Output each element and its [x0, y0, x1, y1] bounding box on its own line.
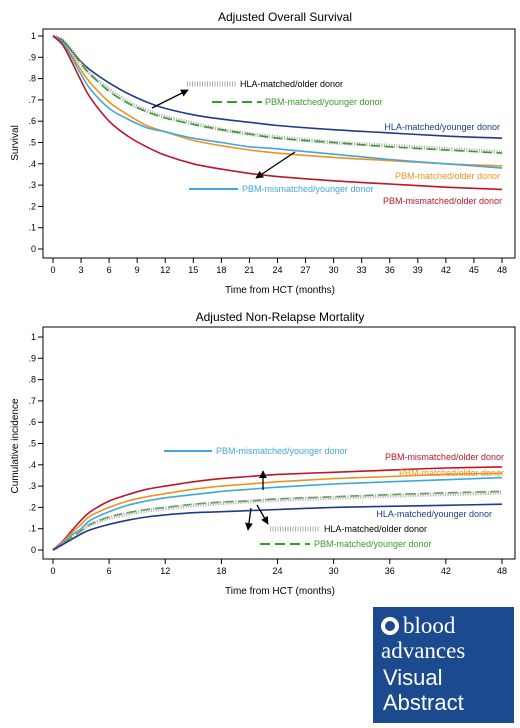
y-tick-label: 1 — [31, 31, 36, 41]
series-line-5 — [52, 503, 503, 551]
y-tick-label: .1 — [28, 524, 36, 534]
x-tick-label: 9 — [135, 265, 140, 275]
label2-hla-older: HLA-matched/older donor — [324, 524, 427, 534]
chart1-ylabel: Survival — [10, 125, 21, 161]
x-tick-label: 0 — [50, 566, 55, 576]
x-tick-label: 48 — [497, 566, 507, 576]
y-tick-label: .9 — [28, 52, 36, 62]
arrow-down — [255, 151, 296, 179]
y-tick-label: .5 — [28, 439, 36, 449]
series-line-5 — [52, 35, 503, 191]
label2-hla-younger: HLA-matched/younger donor — [376, 509, 492, 519]
y-tick-label: .8 — [28, 375, 36, 385]
y-tick-label: 1 — [31, 332, 36, 342]
y-tick-label: .7 — [28, 95, 36, 105]
chart1-title: Adjusted Overall Survival — [218, 10, 352, 24]
x-tick-label: 30 — [329, 566, 339, 576]
y-tick-label: 0 — [31, 545, 36, 555]
y-tick-label: .2 — [28, 201, 36, 211]
series-line-3 — [52, 490, 503, 551]
x-tick-label: 0 — [50, 265, 55, 275]
label-pbmmis-younger: PBM-mismatched/younger donor — [242, 184, 374, 194]
x-tick-label: 6 — [107, 265, 112, 275]
chart1-axes: 0 3 6 9 12 15 18 21 24 27 30 33 36 39 42 45 480.1.2.3.4.… — [28, 31, 507, 275]
chart1-frame — [42, 28, 516, 259]
chart2-frame — [42, 326, 516, 560]
label2-pbm-younger: PBM-matched/younger donor — [314, 539, 432, 549]
x-tick-label: 36 — [385, 566, 395, 576]
y-tick-label: .4 — [28, 460, 36, 470]
chart2-title: Adjusted Non-Relapse Mortality — [196, 310, 365, 324]
logo-text-visual: Visual — [383, 665, 443, 690]
x-tick-label: 12 — [160, 566, 170, 576]
series-line-0 — [52, 35, 503, 139]
label2-pbmmis-younger: PBM-mismatched/younger donor — [216, 446, 348, 456]
label-hla-older: HLA-matched/older donor — [240, 79, 343, 89]
series-line-2 — [52, 476, 503, 551]
x-tick-label: 18 — [216, 265, 226, 275]
logo-text-blood: blood — [403, 613, 456, 638]
x-tick-label: 36 — [385, 265, 395, 275]
series-line-4 — [52, 35, 503, 169]
x-tick-label: 42 — [441, 566, 451, 576]
chart1-xlabel: Time from HCT (months) — [225, 285, 335, 296]
chart2-ylabel: Cumulative incidence — [10, 398, 21, 493]
x-tick-label: 18 — [216, 566, 226, 576]
y-tick-label: .3 — [28, 481, 36, 491]
arrow-up — [151, 89, 189, 109]
y-tick-label: .1 — [28, 223, 36, 233]
series-line-4 — [51, 490, 503, 552]
x-tick-label: 39 — [413, 265, 423, 275]
y-tick-label: .8 — [28, 74, 36, 84]
x-tick-label: 42 — [441, 265, 451, 275]
chart2-xlabel: Time from HCT (months) — [225, 586, 335, 597]
arrow2-down-b — [245, 507, 253, 531]
label-pbm-older: PBM-matched/older donor — [395, 171, 500, 181]
logo-text-advances: advances — [381, 638, 466, 663]
x-tick-label: 33 — [357, 265, 367, 275]
y-tick-label: .9 — [28, 353, 36, 363]
y-tick-label: .6 — [28, 116, 36, 126]
series-line-2 — [52, 35, 503, 154]
x-tick-label: 48 — [497, 265, 507, 275]
x-tick-label: 24 — [272, 265, 282, 275]
chart-overall-survival: Adjusted Overall Survival 0 3 6 9 12 15 18 21 24… — [10, 10, 516, 296]
label-pbm-younger: PBM-matched/younger donor — [265, 97, 383, 107]
chart2-lines — [51, 466, 503, 552]
y-tick-label: .4 — [28, 159, 36, 169]
logo-text-abstract: Abstract — [383, 690, 464, 715]
y-tick-label: .6 — [28, 417, 36, 427]
label-hla-younger: HLA-matched/younger donor — [384, 122, 500, 132]
x-tick-label: 21 — [244, 265, 254, 275]
x-tick-label: 15 — [188, 265, 198, 275]
blood-advances-logo: blood advances Visual Abstract — [373, 607, 514, 723]
x-tick-label: 27 — [301, 265, 311, 275]
x-tick-label: 45 — [469, 265, 479, 275]
series-line-1 — [52, 472, 503, 551]
x-tick-label: 6 — [107, 566, 112, 576]
label2-pbm-older: PBM-matched/older donor — [399, 468, 504, 478]
x-tick-label: 12 — [160, 265, 170, 275]
chart1-lines — [52, 34, 503, 191]
y-tick-label: 0 — [31, 244, 36, 254]
y-tick-label: .5 — [28, 138, 36, 148]
chart-non-relapse-mortality: Adjusted Non-Relapse Mortality 0 6 12 18 24 3… — [10, 310, 516, 597]
series-line-0 — [52, 466, 503, 551]
chart2-axes: 0 6 12 18 24 30 36 42 48 0 .1 .2 .3 .4 .5 .6 .7 .8 .9 1 — [28, 332, 507, 576]
arrow2-down-a — [256, 504, 269, 525]
label-pbmmis-older: PBM-mismatched/older donor — [383, 196, 502, 206]
label2-pbmmis-older: PBM-mismatched/older donor — [385, 452, 504, 462]
x-tick-label: 3 — [79, 265, 84, 275]
logo-circle-icon — [381, 617, 399, 635]
x-tick-label: 24 — [272, 566, 282, 576]
y-tick-label: .2 — [28, 502, 36, 512]
y-tick-label: .3 — [28, 180, 36, 190]
y-tick-label: .7 — [28, 396, 36, 406]
x-tick-label: 30 — [329, 265, 339, 275]
